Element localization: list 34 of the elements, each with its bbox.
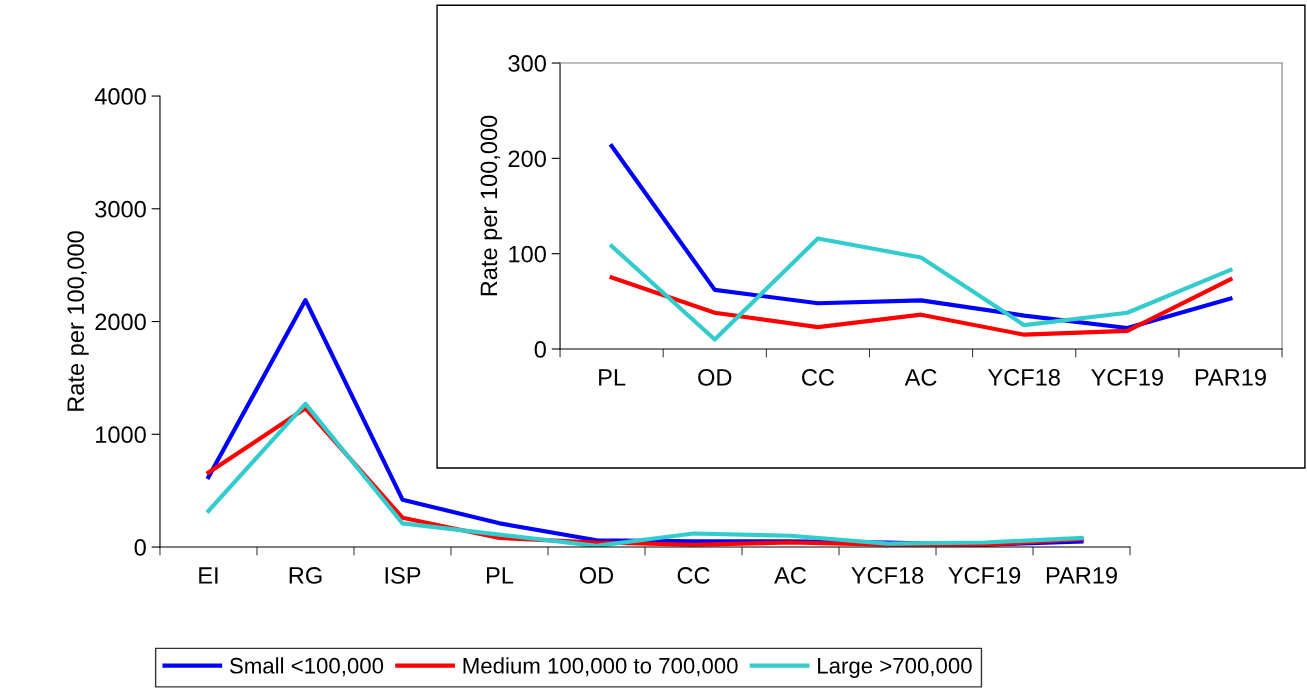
x-tick-label: PL — [486, 567, 514, 584]
x-tick-label: AC — [774, 567, 807, 584]
line-series — [609, 143, 1233, 331]
line-series — [609, 236, 1233, 342]
y-tick-label: 3000 — [95, 200, 146, 218]
x-tick-label: AC — [904, 369, 937, 386]
x-tick-label: PAR19 — [1195, 369, 1266, 386]
y-tick-label: 0 — [134, 539, 146, 556]
x-tick-label: YCF19 — [1091, 369, 1163, 386]
legend-label: Small <100,000 — [229, 657, 384, 677]
y-tick-label: 4000 — [94, 88, 146, 105]
legend-label: Large >700,000 — [818, 657, 972, 678]
x-tick-label: OD — [579, 567, 614, 584]
x-tick-label: YCF18 — [851, 567, 924, 584]
y-tick-label: 200 — [508, 150, 546, 168]
x-tick-label: YCF18 — [987, 369, 1060, 386]
y-axis-title: Rate per 100,000 — [67, 231, 89, 411]
y-tick-label: 300 — [508, 55, 546, 72]
y-tick-label: 2000 — [95, 313, 146, 331]
x-tick-label: OD — [698, 369, 732, 386]
x-tick-label: PL — [599, 369, 626, 386]
y-axis-title: Rate per 100,000 — [480, 115, 502, 296]
x-tick-label: CC — [802, 369, 835, 386]
x-tick-label: EI — [199, 567, 218, 584]
x-tick-label: YCF19 — [948, 567, 1021, 584]
x-tick-label: RG — [289, 567, 322, 584]
y-tick-label: 0 — [534, 341, 546, 358]
y-tick-label: 1000 — [96, 426, 146, 444]
x-tick-label: CC — [677, 567, 710, 584]
x-tick-label: ISP — [385, 567, 421, 584]
legend-label: Medium 100,000 to 700,000 — [463, 657, 738, 677]
y-tick-label: 100 — [509, 245, 546, 263]
x-tick-label: PAR19 — [1046, 567, 1117, 584]
line-series — [609, 275, 1233, 337]
